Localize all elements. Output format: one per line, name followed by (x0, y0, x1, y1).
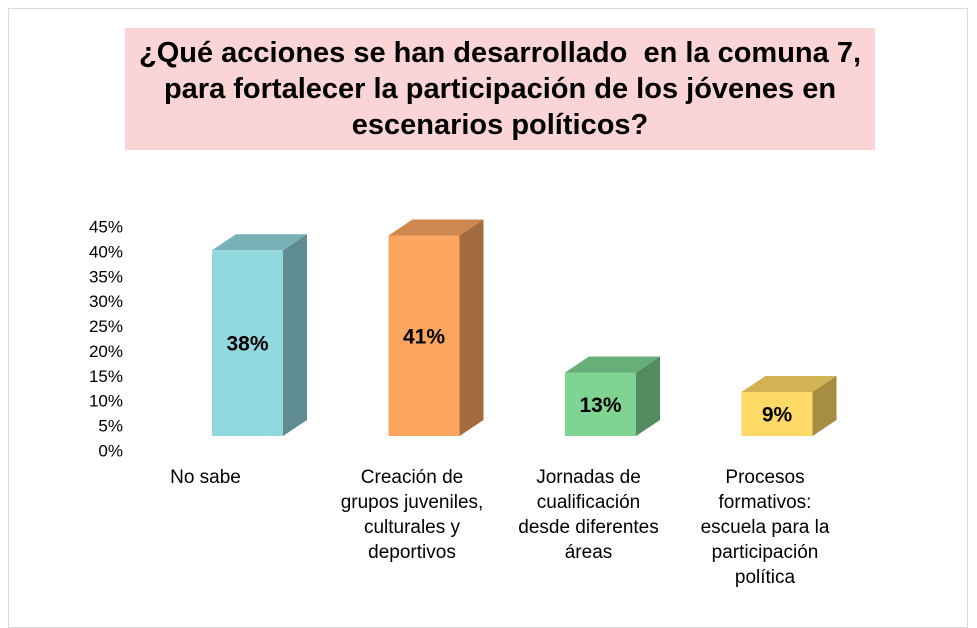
y-tick-label: 30% (89, 292, 123, 311)
y-tick-label: 20% (89, 342, 123, 361)
bar-top (741, 376, 837, 392)
x-tick-label: Procesos formativos: escuela para la par… (700, 467, 830, 588)
y-tick-label: 35% (89, 267, 123, 286)
y-tick-label: 45% (89, 217, 123, 236)
y-tick-label: 15% (89, 367, 123, 386)
bar (565, 372, 636, 436)
bar-side (636, 356, 660, 436)
bar-side (459, 219, 484, 436)
bar-top (565, 356, 660, 373)
x-tick-label: Creación de grupos juveniles, culturales… (340, 467, 484, 563)
value-label: 38% (226, 333, 268, 356)
value-label: 9% (762, 404, 793, 427)
y-tick-label: 10% (89, 392, 123, 411)
chart-title: ¿Qué acciones se han desarrollado en la … (125, 28, 875, 150)
bar-side (812, 376, 837, 436)
y-tick-label: 25% (89, 317, 123, 336)
x-tick-label: No sabe (170, 467, 241, 488)
x-tick-label: Jornadas de cualificación desde diferent… (518, 467, 659, 563)
bar-side (283, 234, 307, 436)
bar-top (388, 219, 484, 236)
y-tick-label: 40% (89, 242, 123, 261)
bar (741, 392, 813, 436)
value-label: 41% (403, 325, 445, 348)
bar-top (212, 234, 307, 251)
bar (388, 235, 460, 436)
value-label: 13% (579, 394, 621, 417)
y-tick-label: 0% (98, 441, 123, 460)
bar (212, 250, 283, 436)
y-tick-label: 5% (98, 417, 123, 436)
